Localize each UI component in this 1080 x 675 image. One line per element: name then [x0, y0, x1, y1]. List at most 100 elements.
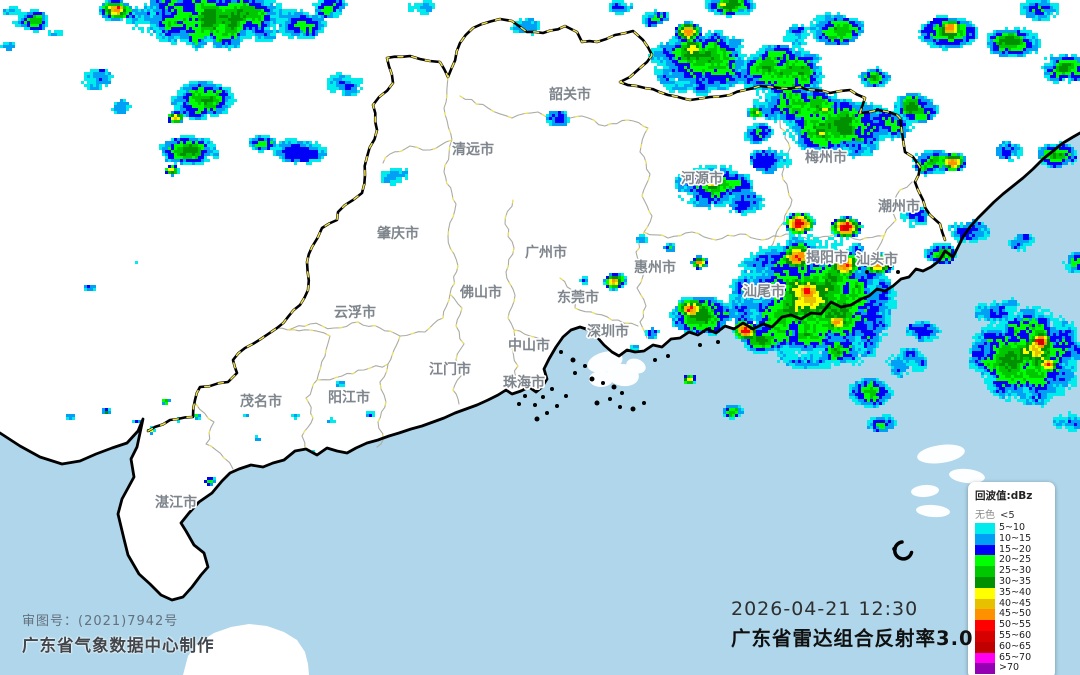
city-label-halo: 湛江市: [155, 494, 197, 511]
legend-entry-label: 65~70: [999, 651, 1032, 663]
island-dot: [608, 397, 612, 401]
island-dot: [534, 416, 540, 422]
city-label: 云浮市: [334, 304, 376, 321]
city-label-halo: 茂名市: [240, 393, 282, 410]
city-label-halo: 深圳市: [587, 323, 629, 340]
legend-entry-label: 10~15: [999, 532, 1032, 544]
legend-entry: 15~20: [975, 543, 1051, 556]
legend-color-swatch: [975, 663, 995, 675]
island-dot: [583, 364, 587, 368]
city-label-halo: 揭阳市: [806, 249, 848, 266]
island-dot: [896, 270, 900, 274]
legend-entry-label: 5~10: [999, 522, 1026, 533]
island-dot: [541, 395, 545, 399]
city-label-halo: 汕头市: [856, 251, 898, 268]
legend-entry: 30~35: [975, 575, 1051, 588]
city-label-halo: 东莞市: [557, 289, 599, 306]
legend-title: 回波值:dBz: [975, 490, 1033, 502]
city-label-halo: 清远市: [452, 141, 494, 158]
ring-island: [893, 540, 914, 561]
city-label: 河源市: [681, 170, 723, 187]
legend-entry-label: 50~55: [999, 619, 1032, 631]
island-dot: [601, 381, 605, 385]
legend-color-swatch: [975, 598, 995, 610]
legend-entry: 40~45: [975, 597, 1051, 610]
island-dot: [716, 340, 720, 344]
city-label: 深圳市: [587, 323, 629, 340]
province-boundary-line: [146, 17, 947, 433]
legend-color-swatch: [975, 566, 995, 577]
legend-panel: 回波值:dBz 无色 <5 5~10 10~15 15~20 20~25 25~30 30~…: [968, 482, 1055, 675]
island-dot: [611, 384, 617, 390]
timestamp: 2026-04-21 12:30: [731, 598, 919, 620]
island-dot: [564, 394, 568, 398]
legend-entry-label: 45~50: [999, 608, 1032, 620]
legend-color-swatch: [975, 641, 995, 653]
city-label-halo: 云浮市: [334, 304, 376, 321]
legend-color-swatch: [975, 587, 995, 599]
island-dot: [653, 358, 657, 362]
legend-entry: >70: [975, 663, 1051, 675]
legend-color-swatch: [975, 576, 995, 588]
island-dot: [666, 354, 670, 358]
producer-credit: 广东省气象数据中心制作: [22, 636, 215, 655]
city-label-halo: 佛山市: [459, 284, 502, 301]
legend-entry: 65~70: [975, 651, 1051, 664]
legend-entry: 5~10: [975, 522, 1051, 534]
legend-no-echo-row: 无色 <5: [975, 506, 1051, 521]
legend-entry-label: 25~30: [999, 565, 1032, 577]
coastline: [0, 131, 1080, 602]
city-label-halo: 珠海市: [503, 374, 545, 391]
city-label-halo: 江门市: [429, 361, 471, 378]
legend-entry-label: 30~35: [999, 575, 1032, 587]
island-dot: [589, 376, 595, 382]
island-dot: [887, 263, 893, 269]
map-approval-number: 审图号：(2021)7942号: [22, 614, 179, 629]
legend-color-swatch: [975, 523, 995, 534]
legend-color-swatch: [975, 609, 995, 621]
city-label: 揭阳市: [806, 249, 848, 266]
legend-color-swatch: [975, 620, 995, 631]
city-label: 韶关市: [549, 86, 591, 103]
legend-entry: 50~55: [975, 619, 1051, 631]
island-dot: [594, 400, 600, 406]
city-label: 汕尾市: [743, 283, 785, 300]
legend-entry-label: 15~20: [999, 543, 1032, 555]
city-label: 阳江市: [328, 389, 370, 406]
island-dot: [865, 270, 869, 274]
legend-entry-label: 55~60: [999, 629, 1032, 641]
island-dot: [559, 350, 563, 354]
city-label: 清远市: [452, 141, 494, 158]
island-dot: [642, 401, 646, 405]
island-dot: [573, 371, 577, 375]
legend-entry: 20~25: [975, 555, 1051, 567]
city-label-halo: 韶关市: [549, 86, 591, 103]
city-label: 茂名市: [240, 393, 282, 410]
legend-color-swatch: [975, 630, 995, 642]
product-title: 广东省雷达组合反射率3.0: [731, 627, 974, 650]
legend-no-echo-label: 无色: [975, 510, 995, 521]
city-label-halo: 阳江市: [328, 389, 370, 406]
legend-entry-label: 40~45: [999, 597, 1032, 609]
island-dot: [550, 387, 554, 391]
island-dot: [533, 403, 537, 407]
city-label: 珠海市: [503, 374, 545, 391]
legend-entry: 45~50: [975, 608, 1051, 621]
city-label: 梅州市: [805, 149, 847, 166]
product-info-block: 2026-04-21 12:30 广东省雷达组合反射率3.0: [731, 598, 974, 651]
island-dot: [630, 406, 636, 412]
legend-entries: 5~10 10~15 15~20 20~25 25~30 30~35 35~40 40~45 4…: [975, 522, 1051, 675]
island-dot: [517, 402, 521, 406]
legend-color-swatch: [975, 533, 995, 545]
island-dot: [523, 394, 527, 398]
city-label: 汕头市: [856, 251, 898, 268]
legend-no-echo-value: <5: [1000, 510, 1015, 521]
legend-entry-label: 35~40: [999, 586, 1032, 598]
city-label-halo: 惠州市: [634, 259, 676, 276]
legend-color-swatch: [975, 652, 995, 664]
legend-color-swatch: [975, 544, 995, 556]
legend-entry: 35~40: [975, 586, 1051, 599]
legend-color-swatch: [975, 555, 995, 567]
